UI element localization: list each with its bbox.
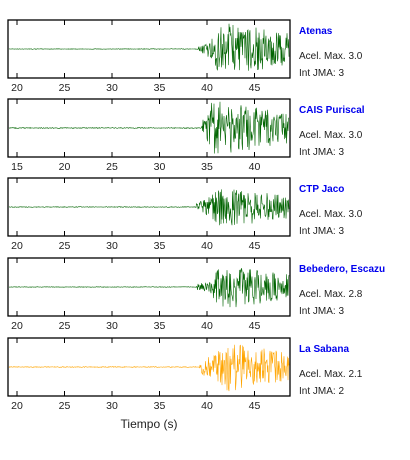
jma-intensity-label: Int JMA: 3	[299, 68, 344, 79]
station-label: CAIS Puriscal	[299, 105, 365, 116]
jma-intensity-label: Int JMA: 3	[299, 306, 344, 317]
panel-frame	[7, 98, 291, 158]
x-tick-label: 20	[11, 240, 23, 252]
panel-3: 20 25 30 35 40 45 CTP Jaco Acel. Max. 3.0 Int JM…	[7, 177, 363, 252]
x-tick-label: 20	[11, 82, 23, 94]
x-tick-label: 40	[201, 240, 213, 252]
x-tick-label: 45	[249, 320, 261, 332]
x-tick-label: 20	[11, 400, 23, 412]
x-tick-label: 25	[59, 320, 71, 332]
x-tick-label: 35	[154, 82, 166, 94]
x-tick-label: 35	[154, 240, 166, 252]
x-tick-label: 30	[154, 161, 166, 173]
waveform-series	[8, 23, 290, 71]
x-tick-label: 20	[59, 161, 71, 173]
x-tick-label: 40	[201, 82, 213, 94]
max-acceleration-label: Acel. Max. 3.0	[299, 130, 363, 141]
panel-frame	[7, 177, 291, 237]
station-label: La Sabana	[299, 344, 349, 355]
x-tick-label: 40	[249, 161, 261, 173]
panel-5: 20 25 30 35 40 45 La Sabana Acel. Max. 2.1 Int J…	[7, 337, 363, 412]
x-tick-label: 15	[11, 161, 23, 173]
max-acceleration-label: Acel. Max. 3.0	[299, 209, 363, 220]
panel-4: 20 25 30 35 40 45 Bebedero, Escazu Acel. Max. 2…	[7, 257, 385, 332]
x-tick-label: 45	[249, 82, 261, 94]
x-tick-label: 35	[154, 400, 166, 412]
panel-frame	[7, 19, 291, 79]
jma-intensity-label: Int JMA: 3	[299, 147, 344, 158]
panel-2: 15 20 25 30 35 40 CAIS Puriscal Acel. Max. 3.0 I…	[7, 98, 365, 173]
x-tick-label: 45	[249, 400, 261, 412]
panel-frame	[7, 337, 291, 397]
max-acceleration-label: Acel. Max. 2.1	[299, 369, 363, 380]
x-tick-label: 30	[106, 400, 118, 412]
panel-frame	[7, 257, 291, 317]
panels-group: 20 25 30 35 40 45 Atenas Acel. Max. 3.0 Int JMA:…	[7, 19, 385, 412]
max-acceleration-label: Acel. Max. 3.0	[299, 51, 363, 62]
x-tick-label: 25	[59, 82, 71, 94]
panel-1: 20 25 30 35 40 45 Atenas Acel. Max. 3.0 Int JMA:…	[7, 19, 363, 94]
x-tick-label: 25	[59, 240, 71, 252]
jma-intensity-label: Int JMA: 2	[299, 386, 344, 397]
x-tick-label: 20	[11, 320, 23, 332]
x-tick-label: 45	[249, 240, 261, 252]
station-label: Atenas	[299, 26, 333, 37]
x-axis-label: Tiempo (s)	[121, 417, 178, 431]
waveform-series	[8, 101, 290, 154]
x-tick-label: 30	[106, 82, 118, 94]
x-tick-label: 40	[201, 400, 213, 412]
waveform-series	[9, 268, 290, 308]
jma-intensity-label: Int JMA: 3	[299, 226, 344, 237]
x-tick-label: 30	[106, 240, 118, 252]
station-label: CTP Jaco	[299, 184, 344, 195]
waveform-series	[8, 344, 290, 392]
x-tick-label: 40	[201, 320, 213, 332]
waveform-series	[8, 189, 290, 226]
x-tick-label: 25	[59, 400, 71, 412]
x-tick-label: 25	[106, 161, 118, 173]
max-acceleration-label: Acel. Max. 2.8	[299, 289, 363, 300]
x-tick-label: 35	[154, 320, 166, 332]
station-label: Bebedero, Escazu	[299, 264, 385, 275]
x-tick-label: 30	[106, 320, 118, 332]
x-tick-label: 35	[201, 161, 213, 173]
